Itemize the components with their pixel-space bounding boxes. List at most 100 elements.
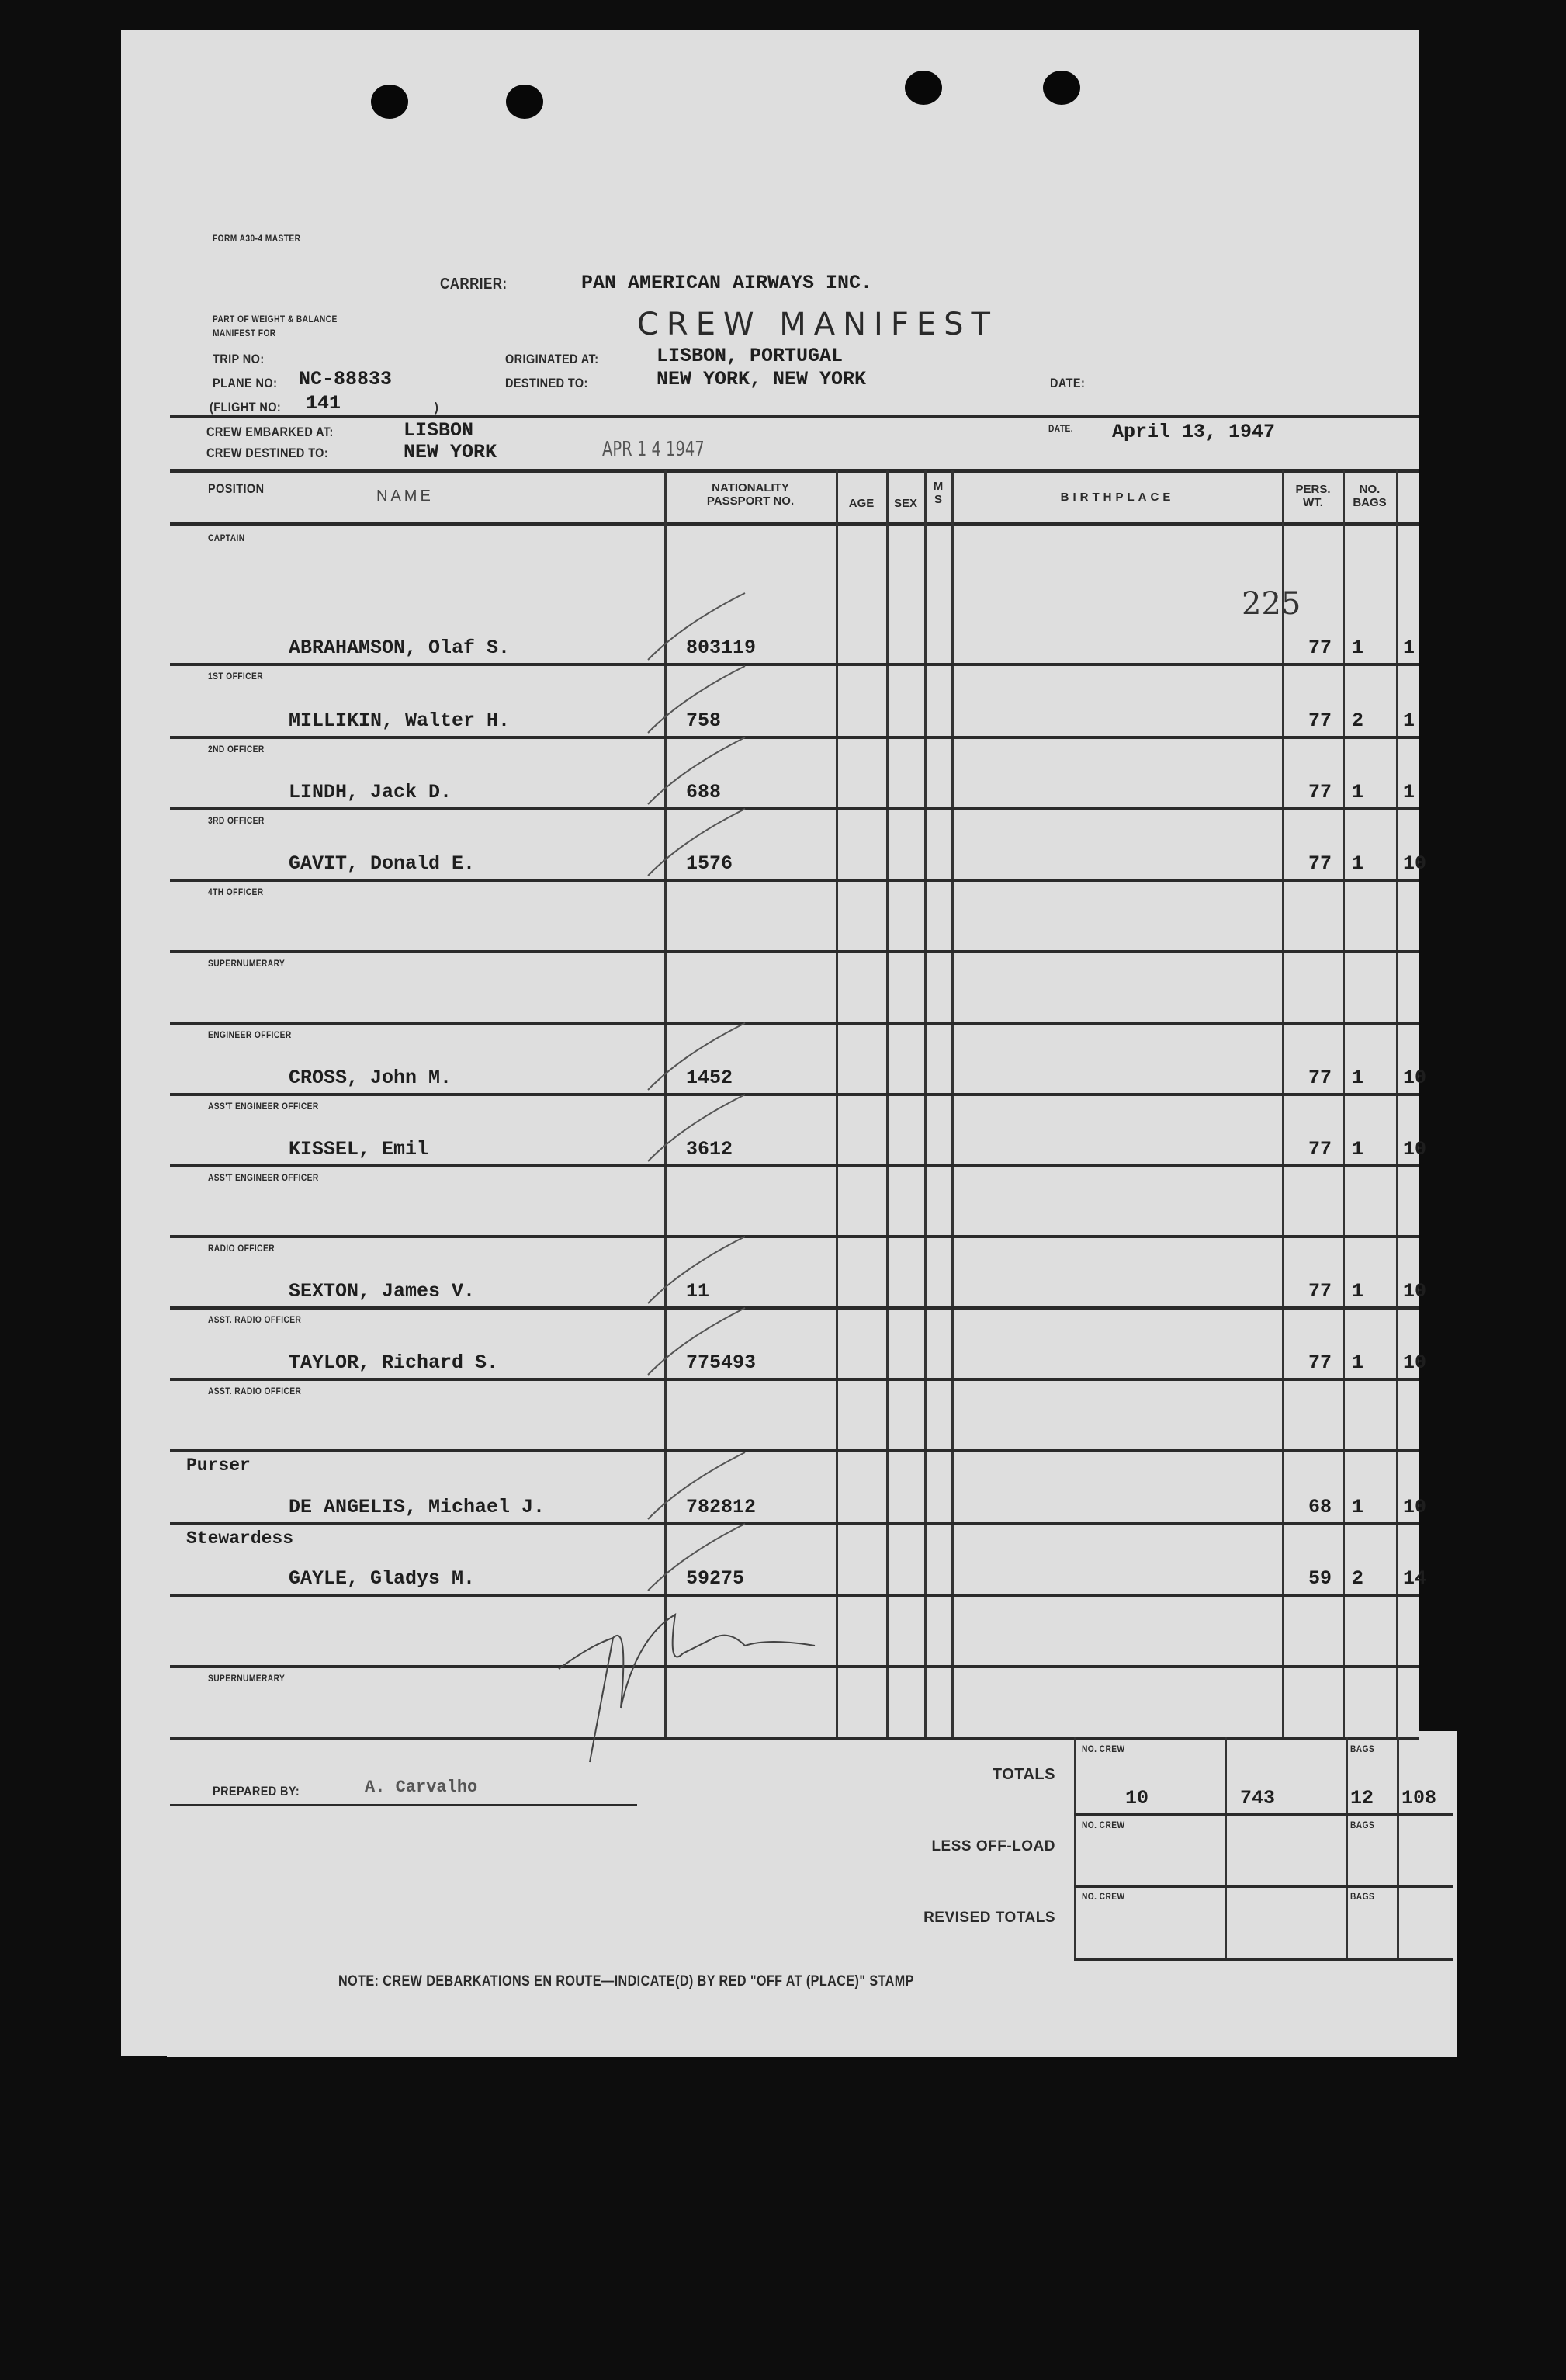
row-rule (170, 1164, 1419, 1167)
position-label: SUPERNUMERARY (208, 1673, 286, 1684)
passport-no: 782812 (686, 1496, 757, 1518)
position-label: Purser (186, 1455, 251, 1476)
position-label: ASS'T ENGINEER OFFICER (208, 1172, 319, 1183)
originated-label: ORIGINATED AT: (505, 352, 599, 366)
col-weight-line1: PERS. (1295, 483, 1331, 496)
header-divider (170, 522, 1419, 526)
destined-label: DESTINED TO: (505, 376, 588, 390)
position-label: ASS'T ENGINEER OFFICER (208, 1101, 319, 1112)
no-crew-label: NO. CREW (1082, 1820, 1125, 1830)
check-mark (647, 1452, 746, 1520)
bag-weight: 1 (1403, 637, 1415, 659)
originated-value: LISBON, PORTUGAL (657, 345, 844, 367)
bag-count: 1 (1352, 637, 1364, 659)
crew-name: SEXTON, James V. (289, 1280, 476, 1303)
crew-embarked-value: LISBON (404, 419, 474, 442)
total-crew: 10 (1125, 1787, 1149, 1809)
row-rule (170, 1594, 1419, 1597)
passport-no: 758 (686, 709, 722, 732)
totals-rule (1346, 1737, 1348, 1958)
pers-weight: 77 (1308, 852, 1332, 875)
totals-rule (1397, 1737, 1399, 1958)
crew-name: GAVIT, Donald E. (289, 852, 476, 875)
signature (558, 1613, 816, 1763)
prepared-by-value: A. Carvalho (365, 1778, 478, 1797)
check-mark (647, 1307, 746, 1376)
crew-name: CROSS, John M. (289, 1067, 452, 1089)
position-label: RADIO OFFICER (208, 1243, 275, 1254)
col-passport: NATIONALITY PASSPORT NO. (667, 481, 833, 508)
position-label: ASST. RADIO OFFICER (208, 1386, 302, 1396)
row-rule (170, 1235, 1419, 1238)
total-weight: 743 (1240, 1787, 1276, 1809)
bag-count: 1 (1352, 1138, 1364, 1161)
check-mark (647, 808, 746, 876)
check-mark (647, 1523, 746, 1591)
col-ms-line2: S (934, 493, 942, 506)
flight-close: ) (435, 400, 439, 415)
check-mark (647, 1022, 746, 1091)
carrier-label: CARRIER: (440, 276, 508, 293)
bag-weight: 10 (1403, 1496, 1427, 1518)
punch-hole (905, 71, 942, 105)
position-label: 4TH OFFICER (208, 886, 264, 897)
note-text: NOTE: CREW DEBARKATIONS EN ROUTE—INDICAT… (338, 1973, 914, 1990)
position-label: ENGINEER OFFICER (208, 1029, 292, 1040)
manifest-sheet-lower (167, 1731, 1457, 2057)
totals-rule (1225, 1737, 1227, 1958)
position-label: 1ST OFFICER (208, 671, 263, 682)
crew-name: MILLIKIN, Walter H. (289, 709, 511, 732)
part-of-label: PART OF WEIGHT & BALANCE (213, 314, 338, 324)
bag-count: 2 (1352, 1567, 1364, 1590)
check-mark (647, 737, 746, 805)
crew-destined-value: NEW YORK (404, 441, 497, 463)
crew-name: ABRAHAMSON, Olaf S. (289, 637, 511, 659)
col-passport-line2: PASSPORT NO. (706, 494, 795, 508)
pers-weight: 68 (1308, 1496, 1332, 1518)
crew-embarked-label: CREW EMBARKED AT: (206, 425, 334, 439)
column-rule (924, 470, 927, 1737)
bag-count: 1 (1352, 1496, 1364, 1518)
passport-no: 775493 (686, 1351, 757, 1374)
bags-label: BAGS (1350, 1743, 1375, 1754)
bag-weight: 10 (1403, 1067, 1427, 1089)
page-title: CREW MANIFEST (637, 307, 998, 342)
date2-value: April 13, 1947 (1112, 421, 1276, 443)
date2-label: DATE. (1048, 423, 1073, 434)
date-label: DATE: (1050, 376, 1086, 390)
no-crew-label: NO. CREW (1082, 1891, 1125, 1902)
col-ms-line1: M (933, 480, 944, 493)
row-rule (170, 1665, 1419, 1668)
plane-no-label: PLANE NO: (213, 376, 278, 390)
col-weight: PERS. WT. (1284, 483, 1343, 509)
pers-weight: 77 (1308, 1138, 1332, 1161)
row-rule (170, 1306, 1419, 1310)
col-passport-line1: NATIONALITY (712, 481, 789, 494)
column-rule (836, 470, 838, 1737)
col-bags-line1: NO. (1359, 483, 1381, 496)
position-label: 3RD OFFICER (208, 815, 265, 826)
bag-count: 1 (1352, 1280, 1364, 1303)
row-rule (170, 1022, 1419, 1025)
bag-weight: 1 (1403, 709, 1415, 732)
row-rule (170, 663, 1419, 666)
revised-totals-label: REVISED TOTALS (923, 1910, 1055, 1926)
totals-label: TOTALS (992, 1766, 1055, 1783)
pers-weight: 77 (1308, 709, 1332, 732)
passport-no: 11 (686, 1280, 710, 1303)
check-mark (647, 665, 746, 734)
prepared-by-underline (170, 1804, 637, 1806)
bags-label: BAGS (1350, 1891, 1375, 1902)
position-label: Stewardess (186, 1528, 294, 1549)
totals-rule (1074, 1737, 1076, 1958)
bag-weight: 10 (1403, 1351, 1427, 1374)
column-rule (1282, 470, 1284, 1737)
row-rule (170, 1522, 1419, 1525)
bag-weight: 1 (1403, 781, 1415, 803)
date-stamp: APR 1 4 1947 (602, 438, 705, 461)
bag-count: 1 (1352, 1351, 1364, 1374)
pers-weight: 77 (1308, 1351, 1332, 1374)
row-rule (170, 736, 1419, 739)
pers-weight: 77 (1308, 781, 1332, 803)
